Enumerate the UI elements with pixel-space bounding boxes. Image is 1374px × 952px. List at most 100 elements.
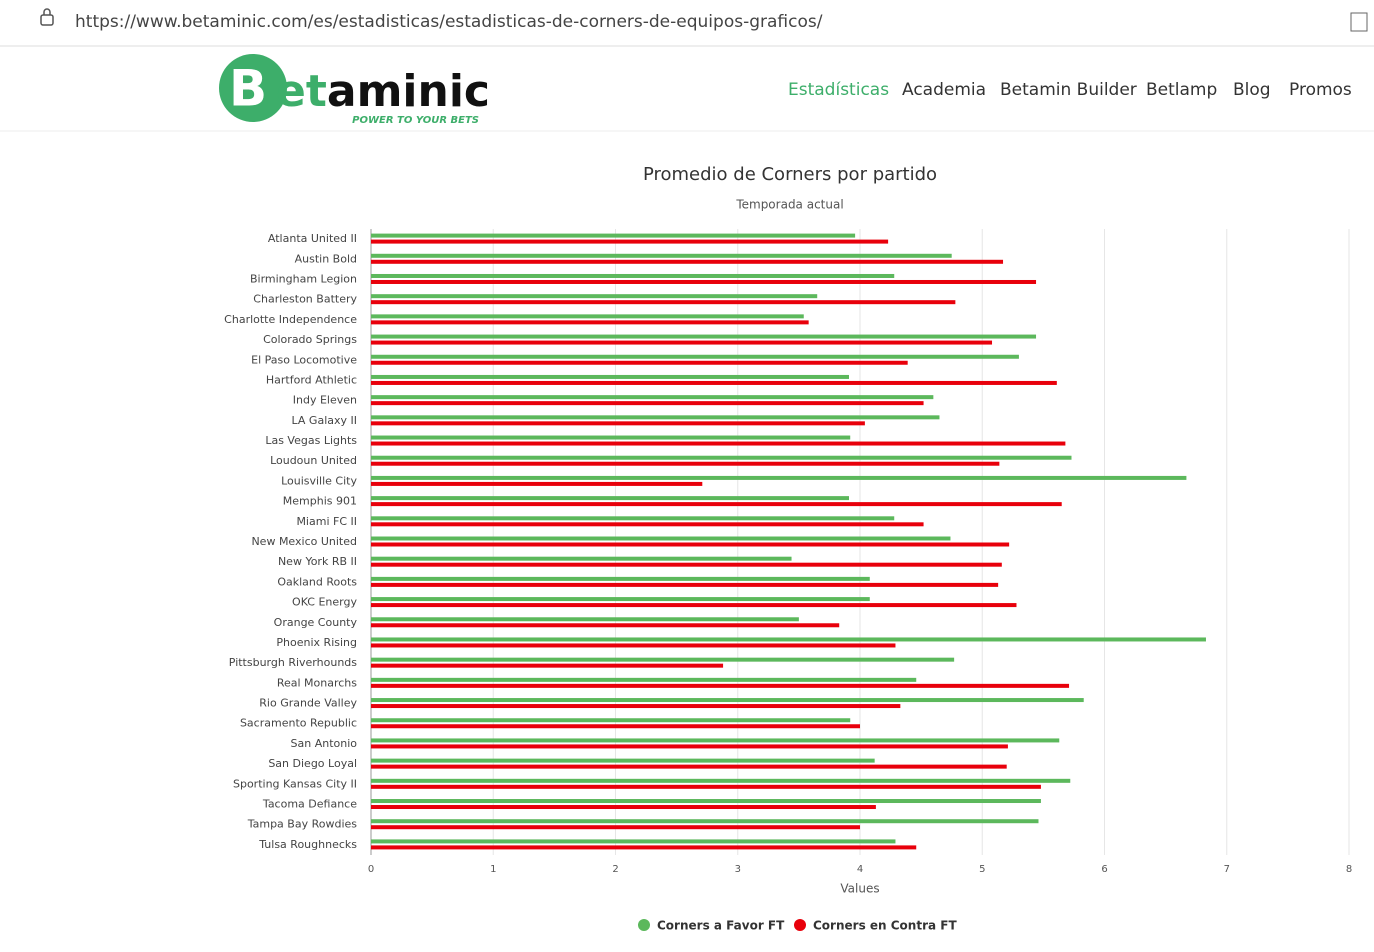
bar <box>371 273 895 278</box>
logo-black[interactable]: aminic <box>327 66 490 117</box>
x-tick-label: 0 <box>368 864 374 875</box>
bar <box>371 683 1070 688</box>
y-tick-label: LA Galaxy II <box>292 414 357 427</box>
nav-link[interactable]: Promos <box>1289 80 1352 100</box>
bar <box>371 597 870 602</box>
bar <box>371 582 999 587</box>
y-tick-label: Louisville City <box>281 474 357 487</box>
y-tick-label: Colorado Springs <box>263 333 357 346</box>
logo-green[interactable]: et <box>276 66 327 117</box>
y-tick-label: Indy Eleven <box>293 394 357 407</box>
bar <box>371 562 1002 567</box>
y-tick-label: Tulsa Roughnecks <box>258 838 357 851</box>
logo-word[interactable]: etaminic <box>276 66 490 117</box>
bar <box>371 279 1037 284</box>
logo-circle[interactable] <box>219 54 287 122</box>
bar <box>371 677 917 682</box>
legend-label[interactable]: Corners a Favor FT <box>657 919 785 933</box>
y-tick-label: Oakland Roots <box>277 575 357 588</box>
bar <box>371 758 875 763</box>
address-bar <box>0 0 1374 46</box>
bar <box>371 819 1039 824</box>
y-tick-label: Atlanta United II <box>268 232 357 245</box>
x-tick-label: 2 <box>612 864 618 875</box>
bar <box>371 300 956 305</box>
x-tick-label: 6 <box>1101 864 1107 875</box>
bar <box>371 502 1062 507</box>
logo-letter[interactable]: B <box>229 60 267 118</box>
bar <box>371 784 1041 789</box>
url[interactable]: https://www.betaminic.com/es/estadistica… <box>75 12 823 32</box>
bar <box>371 253 952 258</box>
y-tick-label: Birmingham Legion <box>250 272 357 285</box>
y-tick-label: El Paso Locomotive <box>251 353 357 366</box>
chart-title: Promedio de Corners por partido <box>643 164 937 185</box>
y-tick-label: Sporting Kansas City II <box>233 777 357 790</box>
y-tick-label: Charlotte Independence <box>224 313 357 326</box>
bar <box>371 536 951 541</box>
bar <box>371 657 955 662</box>
bar <box>371 360 908 365</box>
legend-marker[interactable] <box>794 919 806 931</box>
bar <box>371 724 860 729</box>
bar <box>371 340 993 345</box>
y-tick-label: San Diego Loyal <box>268 757 357 770</box>
bar <box>371 481 703 486</box>
bar <box>371 314 804 319</box>
bar <box>371 294 818 299</box>
bar <box>371 259 1004 264</box>
bar <box>371 576 870 581</box>
nav-link[interactable]: Blog <box>1233 80 1271 100</box>
bar <box>371 542 1010 547</box>
y-tick-label: Loudoun United <box>270 454 357 467</box>
bar <box>371 825 860 830</box>
y-tick-label: Charleston Battery <box>253 293 357 306</box>
bar <box>371 354 1019 359</box>
bar <box>371 698 1084 703</box>
y-tick-label: Hartford Athletic <box>266 373 357 386</box>
bar <box>371 805 876 810</box>
y-tick-label: San Antonio <box>291 737 358 750</box>
y-tick-label: Tacoma Defiance <box>262 798 357 811</box>
y-tick-label: Phoenix Rising <box>276 636 357 649</box>
y-tick-label: OKC Energy <box>292 596 357 609</box>
nav-link[interactable]: Academia <box>902 80 986 100</box>
bar <box>371 334 1037 339</box>
reader-icon[interactable] <box>1350 12 1368 32</box>
bar <box>371 461 1000 466</box>
chart: Promedio de Corners por partido Temporada… <box>224 164 1352 933</box>
logo-tagline: POWER TO YOUR BETS <box>352 115 479 126</box>
bar <box>371 744 1008 749</box>
nav-link[interactable]: Estadísticas <box>788 80 889 100</box>
chart-subtitle: Temporada actual <box>735 198 843 212</box>
legend-label[interactable]: Corners en Contra FT <box>813 919 957 933</box>
x-tick-label: 1 <box>490 864 496 875</box>
nav-link[interactable]: Betamin Builder <box>1000 80 1137 100</box>
bar <box>371 320 809 325</box>
bar <box>371 374 849 379</box>
bar <box>371 637 1206 642</box>
bar <box>371 764 1007 769</box>
y-tick-label: Memphis 901 <box>283 495 357 508</box>
nav-link[interactable]: Betlamp <box>1146 80 1217 100</box>
y-tick-label: New Mexico United <box>251 535 357 548</box>
y-tick-label: New York RB II <box>278 555 357 568</box>
x-tick-label: 8 <box>1346 864 1352 875</box>
bar <box>371 239 889 244</box>
x-tick-label: 4 <box>857 864 863 875</box>
lock-icon <box>40 14 54 26</box>
bar <box>371 617 799 622</box>
bar <box>371 516 895 521</box>
bar <box>371 718 851 723</box>
legend-marker[interactable] <box>638 919 650 931</box>
lock-shackle <box>43 8 51 15</box>
y-tick-label: Sacramento Republic <box>240 717 357 730</box>
bar <box>371 421 865 426</box>
y-tick-label: Austin Bold <box>295 252 357 265</box>
y-tick-label: Tampa Bay Rowdies <box>247 818 358 831</box>
y-tick-label: Orange County <box>274 616 358 629</box>
bar <box>371 839 896 844</box>
y-tick-label: Las Vegas Lights <box>265 434 357 447</box>
